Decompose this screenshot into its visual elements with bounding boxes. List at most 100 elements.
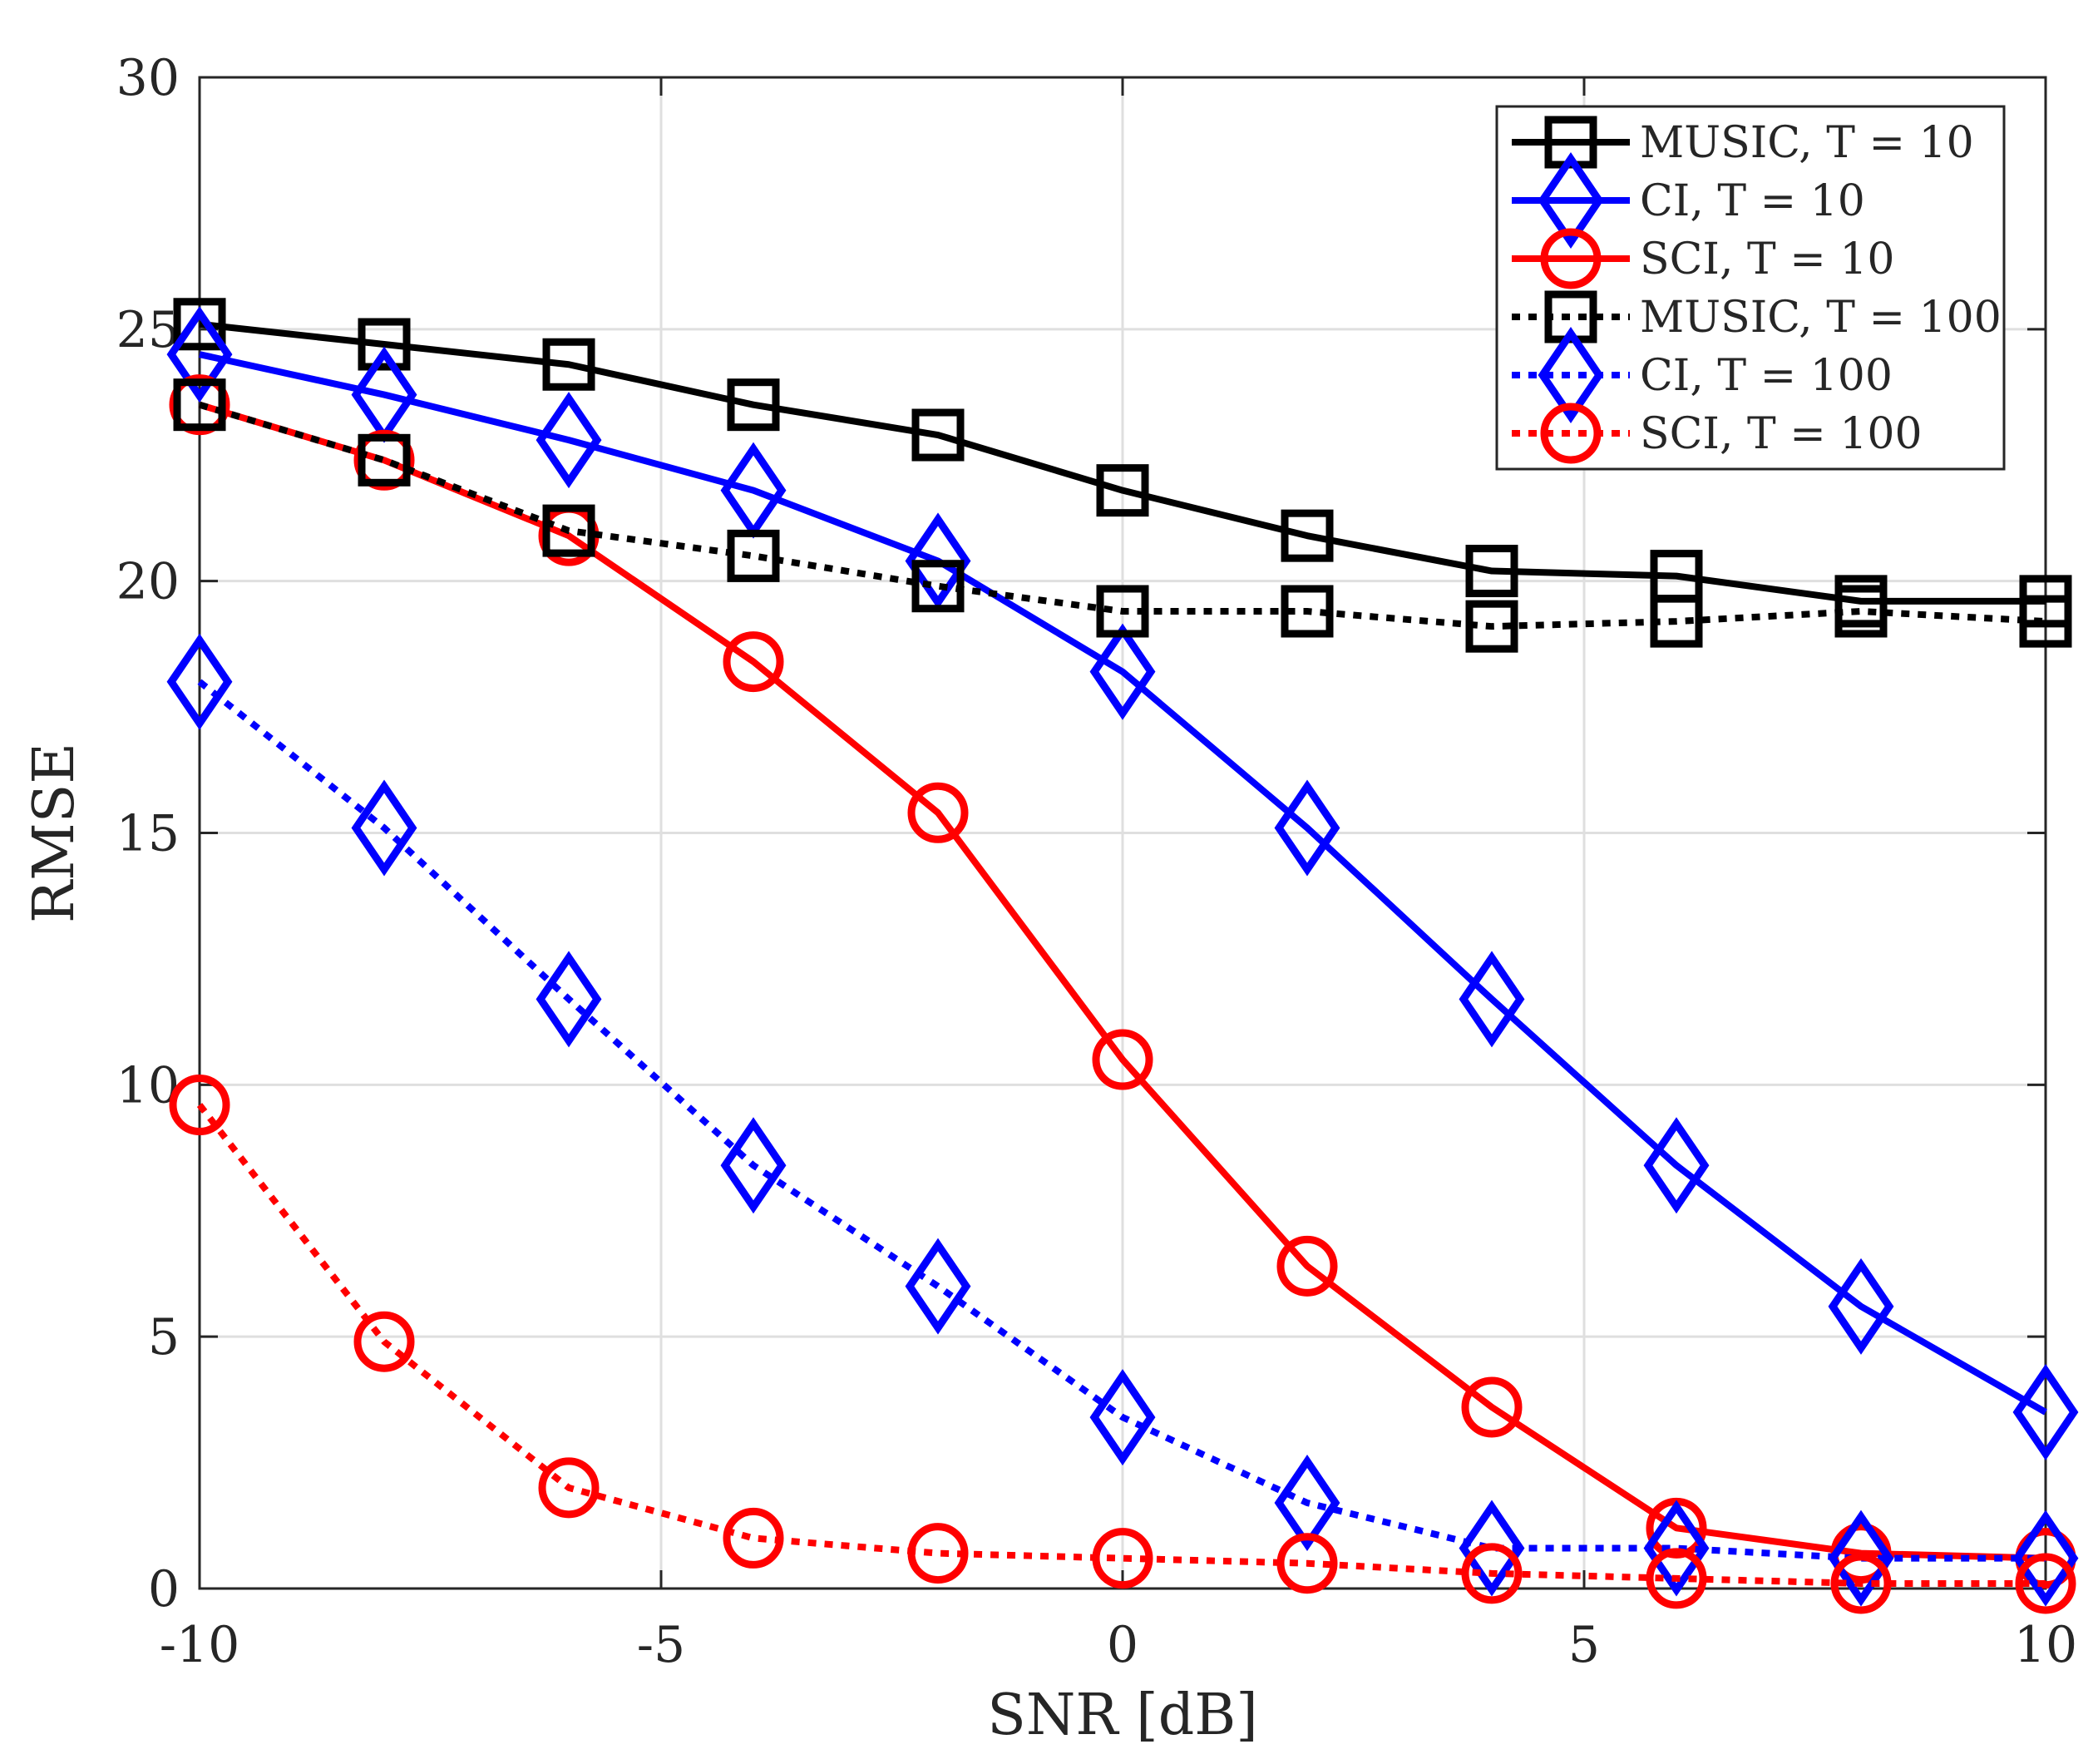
data-point-circle — [1276, 1533, 1338, 1594]
data-point-diamond — [1274, 779, 1340, 877]
legend-marker-circle — [1540, 228, 1602, 289]
data-point-circle — [1276, 1235, 1338, 1297]
series-line — [196, 1103, 2046, 1587]
legend-entry: SCI, T = 10 — [1512, 228, 1895, 289]
legend-label: MUSIC, T = 100 — [1640, 293, 2002, 343]
series-0 — [173, 298, 2072, 628]
data-point-circle — [1830, 1553, 1892, 1614]
x-axis-label: SNR [dB] — [987, 1682, 1257, 1748]
legend-label: CI, T = 100 — [1640, 351, 1893, 401]
data-point-square — [911, 408, 965, 462]
legend-entry: MUSIC, T = 100 — [1512, 290, 2002, 343]
data-point-square — [1281, 585, 1334, 638]
data-point-diamond — [1828, 1510, 1894, 1607]
series-line — [199, 351, 2047, 1416]
legend-entry: CI, T = 10 — [1512, 151, 1865, 250]
legend-label: CI, T = 10 — [1640, 176, 1865, 226]
data-point-circle — [169, 374, 230, 436]
data-point-square — [1096, 464, 1149, 517]
y-axis-label: RMSE — [22, 743, 87, 923]
data-point-square — [358, 318, 411, 371]
legend-entry: SCI, T = 100 — [1512, 403, 1923, 464]
data-point-diamond — [2012, 1364, 2079, 1461]
data-point-diamond — [166, 306, 233, 403]
data-point-circle — [907, 782, 969, 843]
series-3 — [173, 378, 2072, 653]
data-point-circle — [1092, 1528, 1153, 1589]
data-point-square — [173, 378, 226, 432]
data-point-square — [1096, 585, 1149, 638]
y-tick-label: 20 — [116, 553, 180, 611]
x-tick-label: -10 — [160, 1616, 240, 1674]
data-point-diamond — [1459, 951, 1525, 1048]
y-tick-label: 15 — [116, 805, 180, 863]
legend-label: SCI, T = 10 — [1640, 235, 1895, 284]
data-point-circle — [538, 1457, 600, 1519]
data-point-diamond — [1459, 1500, 1525, 1597]
series-line — [198, 401, 2046, 630]
y-tick-label: 5 — [148, 1308, 180, 1366]
data-point-square — [727, 378, 780, 432]
legend-label: SCI, T = 100 — [1640, 409, 1923, 459]
legend-entry: MUSIC, T = 10 — [1512, 116, 1974, 169]
data-point-circle — [353, 1311, 415, 1372]
data-point-square — [1465, 545, 1518, 598]
series-4 — [166, 633, 2079, 1607]
data-point-diamond — [536, 951, 602, 1048]
legend-marker-circle — [1540, 403, 1602, 464]
y-tick-label: 0 — [148, 1560, 180, 1618]
data-point-circle — [1646, 1548, 1707, 1609]
data-point-diamond — [166, 633, 233, 730]
data-point-circle — [723, 1507, 784, 1569]
data-point-diamond — [1828, 1258, 1894, 1355]
data-point-circle — [1461, 1543, 1523, 1604]
x-tick-label: 10 — [2014, 1616, 2077, 1674]
series-line — [197, 679, 2046, 1562]
data-point-square — [358, 433, 411, 487]
legend-marker-diamond — [1538, 326, 1604, 424]
data-point-circle — [723, 631, 784, 693]
data-point-diamond — [905, 1238, 971, 1335]
data-point-circle — [1461, 1376, 1523, 1438]
data-point-square — [542, 504, 595, 557]
series-line — [198, 401, 2046, 1562]
data-point-diamond — [720, 1117, 787, 1214]
series-5 — [169, 1075, 2076, 1614]
axis-labels: SNR [dB] RMSE — [22, 743, 1258, 1748]
data-point-square — [1834, 585, 1888, 638]
data-point-square — [727, 529, 780, 582]
data-point-square — [173, 298, 226, 351]
data-point-diamond — [1643, 1117, 1710, 1214]
y-tick-label: 10 — [116, 1056, 180, 1114]
series-line — [199, 320, 2046, 605]
data-point-square — [2019, 595, 2072, 648]
data-point-square — [1465, 600, 1518, 653]
data-point-diamond — [1274, 1455, 1340, 1552]
data-point-diamond — [1089, 1369, 1156, 1466]
legend-entry: CI, T = 100 — [1512, 326, 1893, 424]
series-group — [166, 298, 2079, 1614]
data-point-square — [1650, 595, 1703, 648]
legend: MUSIC, T = 10 CI, T = 10 SCI, T = 10 MUSIC,… — [1495, 105, 2006, 471]
data-point-diamond — [536, 392, 602, 489]
y-tick-label: 30 — [116, 49, 180, 107]
data-point-diamond — [1089, 623, 1156, 720]
legend-marker-diamond — [1538, 151, 1604, 250]
x-tick-label: 5 — [1568, 1616, 1600, 1674]
series-1 — [166, 306, 2079, 1461]
data-point-square — [1281, 509, 1334, 562]
data-point-square — [911, 560, 965, 613]
data-point-diamond — [2012, 1510, 2079, 1607]
data-point-circle — [353, 429, 415, 491]
data-point-circle — [169, 1075, 230, 1136]
data-point-square — [542, 338, 595, 391]
data-point-diamond — [905, 512, 971, 610]
data-point-diamond — [1643, 1500, 1710, 1597]
legend-label: MUSIC, T = 10 — [1640, 118, 1974, 168]
axes: -10 -5 0 5 10 0 5 10 15 20 25 30 — [116, 49, 2078, 1674]
y-tick-label: 25 — [116, 301, 180, 359]
data-point-circle — [2015, 1553, 2076, 1614]
x-tick-label: -5 — [637, 1616, 685, 1674]
